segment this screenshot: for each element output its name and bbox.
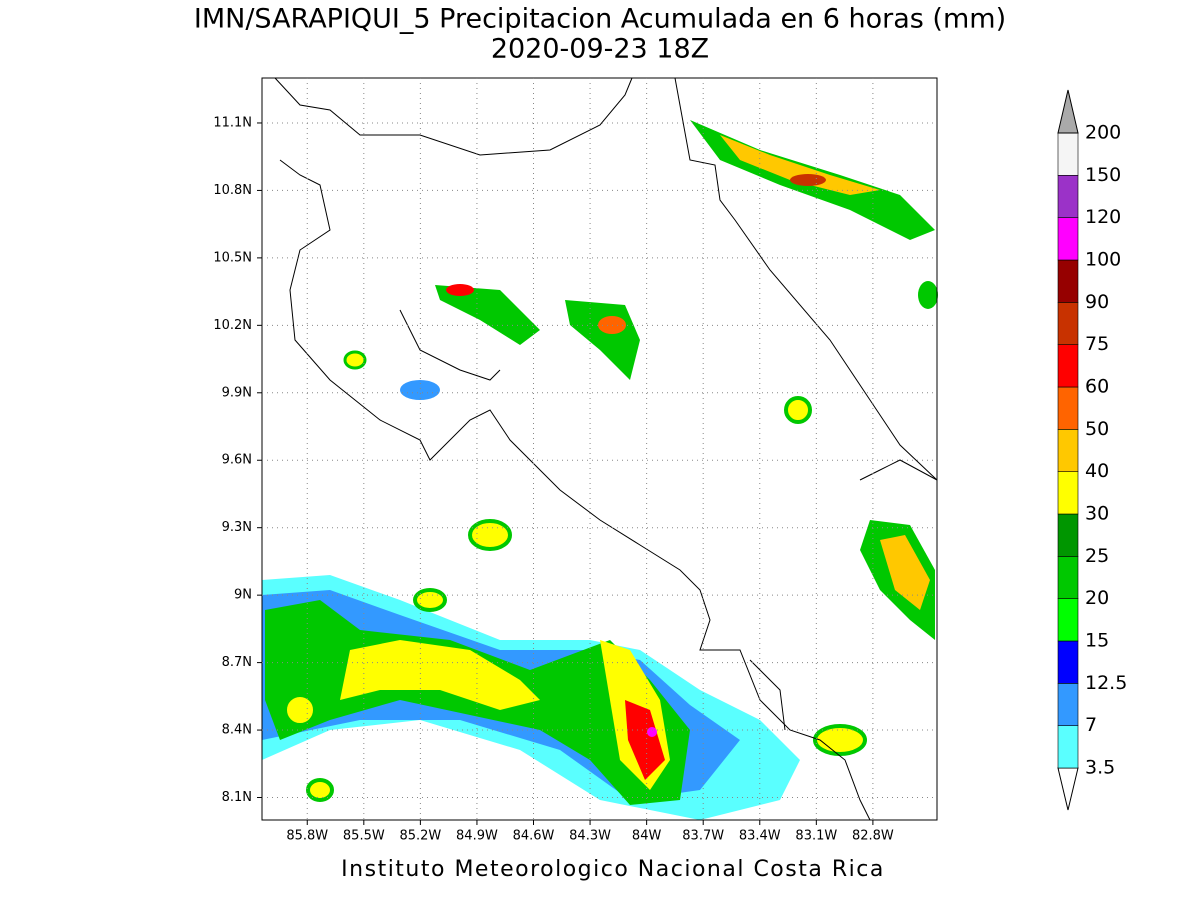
x-tick-label: 83.4W (739, 829, 781, 844)
precipitation-field (262, 120, 938, 820)
colorbar-segment (1057, 640, 1079, 684)
colorbar-segment (1057, 513, 1079, 557)
y-tick-label: 9.9N (222, 385, 252, 400)
y-tick-label: 9.6N (222, 453, 252, 468)
x-tick-label: 84.9W (456, 829, 498, 844)
colorbar-label: 200 (1085, 122, 1121, 144)
colorbar-label: 40 (1085, 460, 1109, 482)
colorbar-label: 50 (1085, 418, 1109, 440)
coastline (274, 77, 938, 821)
colorbar-segment (1057, 259, 1079, 303)
colorbar-label: 90 (1085, 291, 1109, 313)
colorbar-label: 25 (1085, 545, 1109, 567)
colorbar-segment (1057, 429, 1079, 472)
y-tick-label: 10.8N (213, 183, 252, 198)
colorbar-segment (1057, 217, 1079, 261)
colorbar-label: 7 (1085, 714, 1097, 736)
x-tick-label: 84W (632, 829, 662, 844)
x-tick-label: 83.1W (795, 829, 837, 844)
colorbar-segment (1057, 302, 1079, 345)
y-tick-label: 9N (234, 588, 252, 603)
y-tick-label: 8.1N (222, 790, 252, 805)
colorbar-segment (1057, 175, 1079, 218)
colorbar-label: 75 (1085, 333, 1109, 355)
colorbar-segment (1057, 386, 1079, 430)
y-tick-label: 10.2N (213, 318, 252, 333)
colorbar-label: 30 (1085, 503, 1109, 525)
colorbar-segment (1057, 132, 1079, 176)
x-tick-label: 85.8W (286, 829, 328, 844)
colorbar-label: 60 (1085, 376, 1109, 398)
colorbar-label: 100 (1085, 249, 1121, 271)
colorbar-segment (1057, 598, 1079, 642)
colorbar-label: 150 (1085, 164, 1121, 186)
y-tick-label: 9.3N (222, 520, 252, 535)
colorbar-label: 15 (1085, 630, 1109, 652)
colorbar-over (1057, 89, 1079, 134)
colorbar-label: 20 (1085, 587, 1109, 609)
y-tick-label: 10.5N (213, 250, 252, 265)
title: IMN/SARAPIQUI_5 Precipitacion Acumulada … (194, 4, 1006, 35)
colorbar-label: 120 (1085, 206, 1121, 228)
x-tick-label: 85.5W (343, 829, 385, 844)
colorbar-under (1057, 767, 1079, 811)
colorbar-label: 12.5 (1085, 672, 1127, 694)
colorbar-label: 3.5 (1085, 757, 1115, 779)
colorbar-segment (1057, 556, 1079, 599)
footer: Instituto Meteorologico Nacional Costa R… (341, 857, 885, 882)
y-tick-label: 8.7N (222, 655, 252, 670)
subtitle: 2020-09-23 18Z (491, 34, 709, 65)
colorbar-segment (1057, 725, 1079, 769)
map-frame (261, 77, 938, 821)
x-tick-label: 82.8W (852, 829, 894, 844)
x-tick-label: 84.3W (569, 829, 611, 844)
x-tick-label: 84.6W (513, 829, 555, 844)
y-tick-label: 11.1N (213, 115, 252, 130)
x-tick-label: 85.2W (399, 829, 441, 844)
colorbar-segment (1057, 344, 1079, 388)
colorbar-segment (1057, 683, 1079, 726)
x-tick-label: 83.7W (682, 829, 724, 844)
y-tick-label: 8.4N (222, 723, 252, 738)
colorbar-segment (1057, 471, 1079, 515)
